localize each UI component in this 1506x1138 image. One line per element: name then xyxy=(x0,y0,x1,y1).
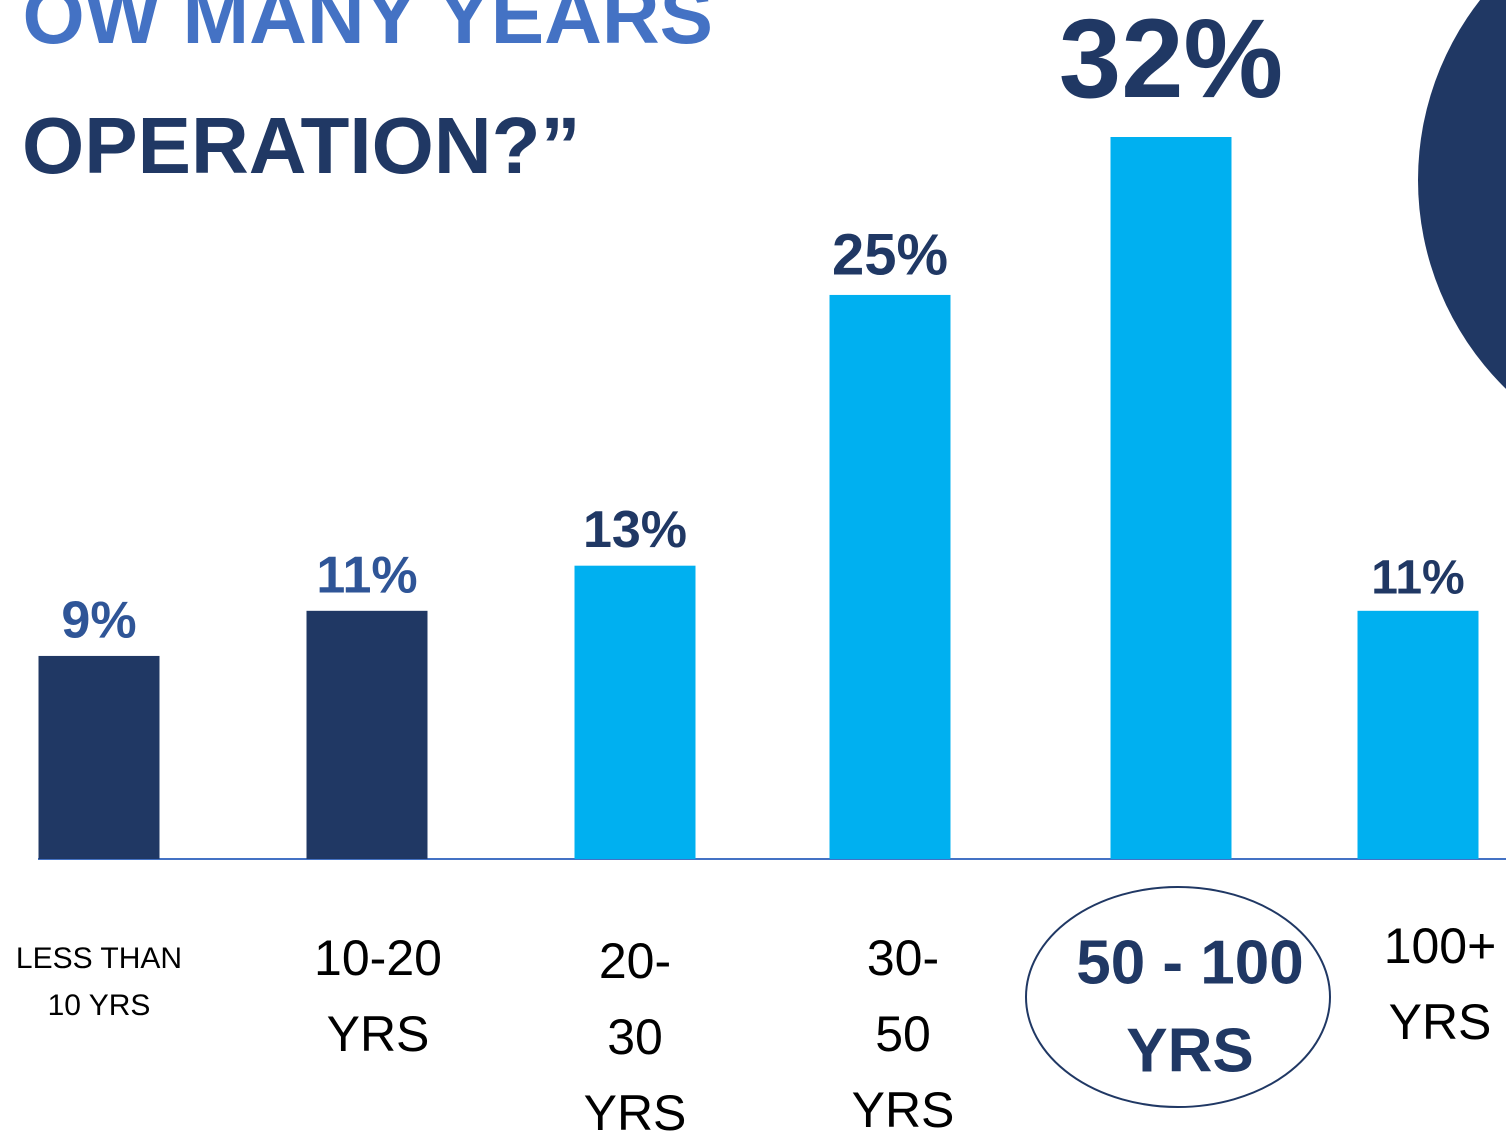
bar xyxy=(306,610,428,859)
bar xyxy=(574,565,696,859)
bar xyxy=(1110,137,1232,859)
decor-circle xyxy=(1418,0,1506,389)
category-label: 10 YRS xyxy=(48,989,151,1022)
category-label: YRS xyxy=(327,1006,430,1062)
value-label: 13% xyxy=(583,501,687,559)
highlight-ellipse xyxy=(1025,886,1331,1108)
value-label: 32% xyxy=(1059,0,1283,121)
category-label: 50 - 100 xyxy=(1076,928,1304,997)
category-label: 50 xyxy=(875,1006,931,1062)
category-label: 10-20 xyxy=(314,930,442,986)
value-label: 9% xyxy=(61,591,136,649)
bar xyxy=(1357,610,1479,859)
category-label: YRS xyxy=(584,1085,687,1138)
value-label: 25% xyxy=(832,222,948,287)
value-label: 11% xyxy=(1371,552,1464,605)
category-label: 100+ xyxy=(1384,918,1497,974)
category-label: YRS xyxy=(1126,1016,1253,1085)
category-label: 30- xyxy=(867,930,939,986)
category-label: YRS xyxy=(852,1082,955,1138)
bar xyxy=(38,655,160,859)
category-label: LESS THAN xyxy=(16,942,182,975)
category-label: 30 xyxy=(607,1009,663,1065)
value-label: 11% xyxy=(316,546,417,604)
title-line: OW MANY YEARS xyxy=(23,0,713,60)
category-label: 20- xyxy=(599,933,671,989)
title-line: OPERATION?” xyxy=(22,101,581,190)
bar xyxy=(829,294,951,859)
category-label: YRS xyxy=(1389,994,1492,1050)
